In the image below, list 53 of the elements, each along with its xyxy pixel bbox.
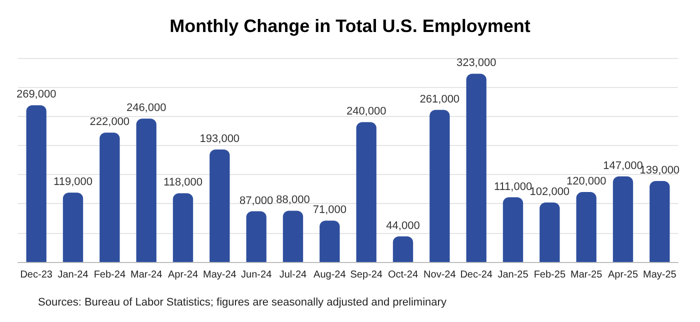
x-tick-label: Feb-24 <box>94 270 126 280</box>
x-tick-label: Oct-24 <box>388 270 418 280</box>
data-label: 111,000 <box>494 180 532 193</box>
data-label: 118,000 <box>164 176 202 189</box>
data-label: 119,000 <box>54 176 92 188</box>
x-tick-label: Feb-25 <box>534 270 566 280</box>
x-tick-label: May-25 <box>642 270 677 280</box>
x-tick-label: Dec-24 <box>460 270 493 280</box>
x-tick-label: Mar-25 <box>570 270 603 280</box>
bar <box>576 192 596 262</box>
data-label: 222,000 <box>90 116 130 128</box>
bar <box>246 211 266 262</box>
data-label: 246,000 <box>126 102 166 114</box>
x-tick-label: Jan-25 <box>498 270 529 280</box>
data-label: 120,000 <box>566 176 606 188</box>
chart-title: Monthly Change in Total U.S. Employment <box>170 16 530 36</box>
x-tick-label: Apr-24 <box>168 270 198 280</box>
bar <box>320 220 340 262</box>
x-tick-label: Sep-24 <box>350 270 383 280</box>
bar <box>466 74 486 262</box>
bar <box>100 132 120 262</box>
bar <box>172 193 194 262</box>
bar <box>282 210 304 262</box>
bar <box>502 197 524 262</box>
x-tick-label: Apr-25 <box>608 270 638 280</box>
x-tick-label: Jun-24 <box>241 270 272 280</box>
data-label: 261,000 <box>420 93 460 106</box>
bar <box>356 122 376 262</box>
x-tick-label: May-24 <box>202 270 237 280</box>
data-label: 71,000 <box>312 204 346 216</box>
x-tick-label: Mar-24 <box>130 270 163 280</box>
bar <box>136 118 156 262</box>
bar <box>612 176 634 262</box>
data-label: 88,000 <box>276 194 310 206</box>
x-tick-label: Aug-24 <box>314 270 346 280</box>
x-tick-label: Jan-24 <box>58 270 89 280</box>
bar <box>650 180 670 262</box>
bar <box>62 192 84 262</box>
bar <box>26 105 46 262</box>
bar <box>540 202 560 262</box>
bar <box>430 110 450 262</box>
x-tick-label: Dec-23 <box>20 270 53 280</box>
data-label: 44,000 <box>386 220 420 232</box>
data-label: 323,000 <box>456 57 496 70</box>
data-label: 269,000 <box>16 88 56 101</box>
source-note: Sources: Bureau of Labor Statistics; figures are seasonally adjusted and preliminary <box>38 296 447 308</box>
data-label: 87,000 <box>240 194 274 207</box>
x-tick-label: Nov-24 <box>424 270 456 280</box>
x-tick-label: Jul-24 <box>279 270 308 280</box>
bar <box>392 236 414 262</box>
data-label: 193,000 <box>200 133 240 146</box>
bar <box>210 150 230 262</box>
data-label: 240,000 <box>346 106 386 118</box>
